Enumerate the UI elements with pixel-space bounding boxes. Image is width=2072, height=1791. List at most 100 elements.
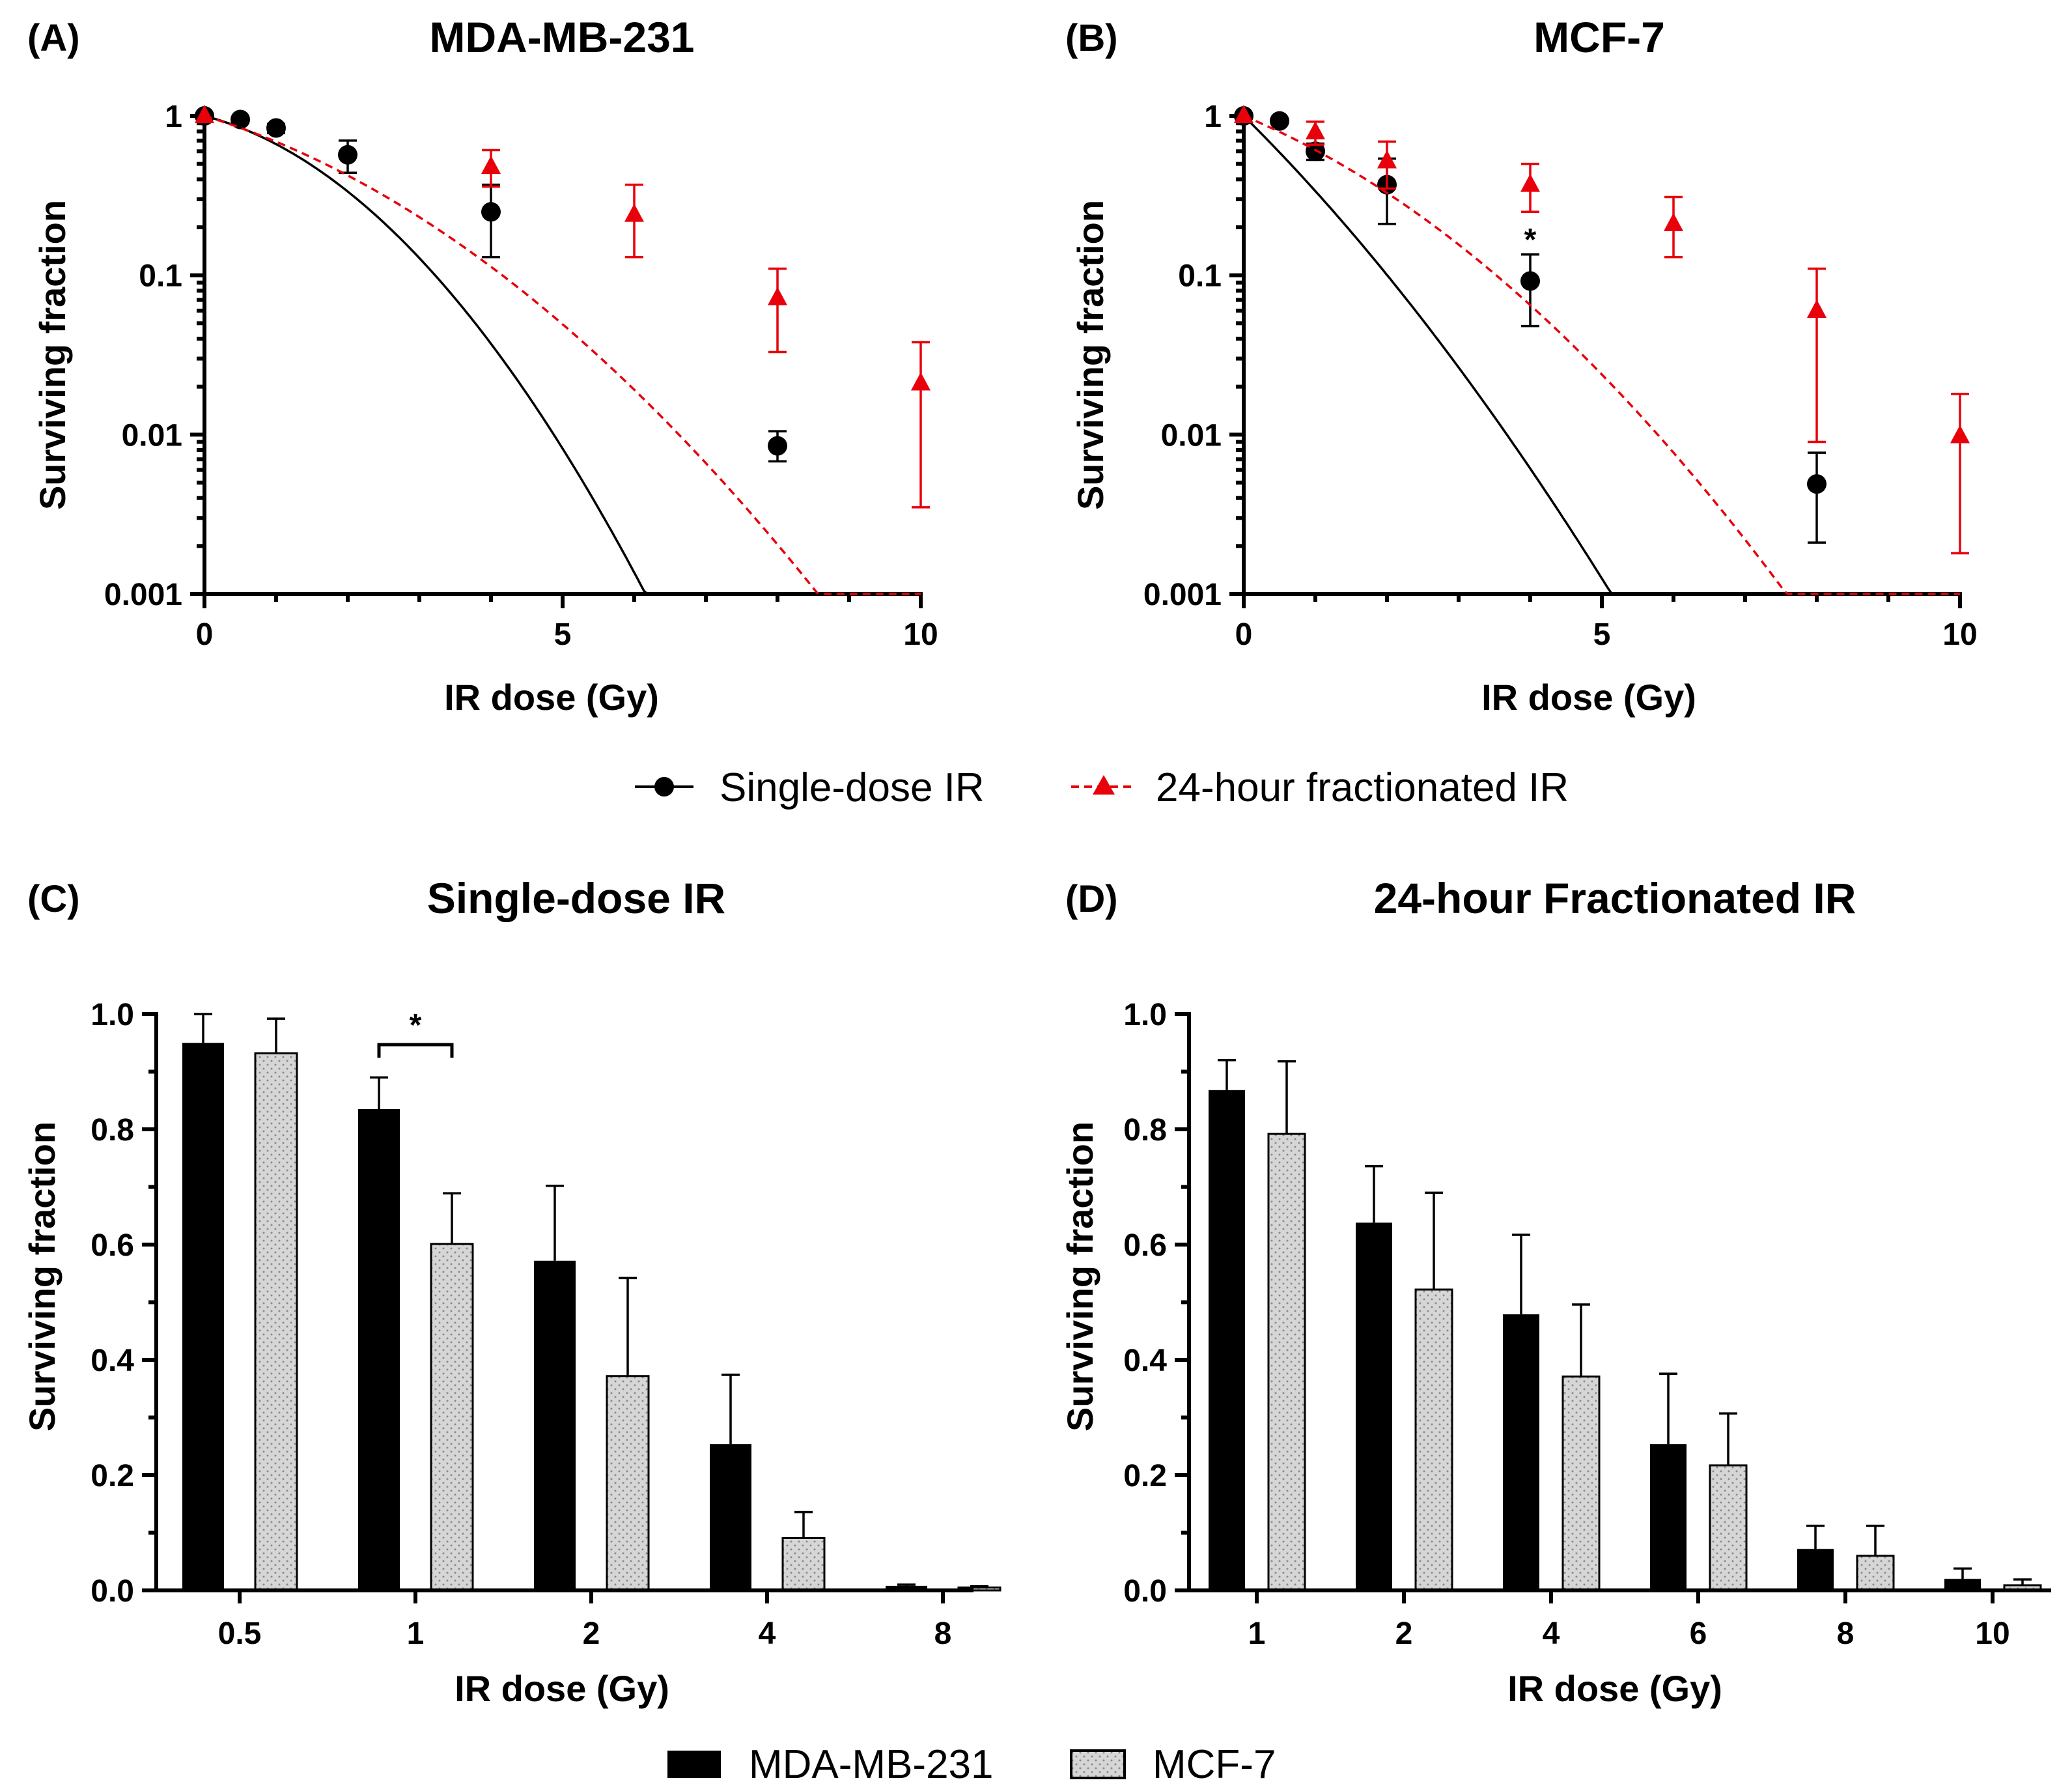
panel-d-title: 24-hour Fractionated IR	[1374, 874, 1856, 922]
panel-d-label: (D)	[1065, 878, 1118, 920]
panel-c-xlabel: IR dose (Gy)	[455, 1668, 669, 1709]
panel-d-y-tick-label: 0.8	[1123, 1113, 1167, 1148]
panel-b-y-tick-label: 1	[1204, 100, 1222, 134]
panel-b-title: MCF-7	[1533, 13, 1665, 61]
panel-b-fractionated-point	[1807, 299, 1827, 318]
legend-top: Single-dose IR 24-hour fractionated IR	[635, 765, 1569, 810]
panel-d-x-tick-label: 6	[1690, 1616, 1707, 1651]
panel-b-fractionated-point	[1306, 121, 1325, 140]
panel-c: (C) Single-dose IR Surviving fraction IR…	[21, 874, 1001, 1709]
legend-single-label: Single-dose IR	[720, 765, 985, 810]
panel-b-single-point	[1807, 474, 1827, 494]
panel-b-y-tick-label: 0.001	[1143, 578, 1222, 612]
panel-a-fractionated-point	[768, 287, 787, 305]
panel-d-mda-mb-231-bar	[1797, 1549, 1834, 1590]
panel-c-y-tick-label: 0.2	[91, 1459, 134, 1493]
panel-a-ylabel: Surviving fraction	[32, 200, 73, 510]
panel-a-single-point	[338, 145, 357, 165]
panel-b-single-point	[1270, 111, 1289, 131]
panel-a-y-tick-label: 0.01	[122, 418, 182, 453]
panel-b-fractionated-point	[1950, 425, 1970, 444]
legend-mcf-swatch	[1070, 1749, 1126, 1779]
panel-c-x-tick-label: 2	[583, 1616, 600, 1651]
panel-a-label: (A)	[27, 17, 80, 59]
panel-d-mda-mb-231-bar	[1503, 1314, 1539, 1590]
panel-c-mcf-7-bar	[430, 1243, 474, 1592]
legend-mcf: MCF-7	[1070, 1742, 1276, 1787]
panel-a-x-tick-label: 0	[196, 617, 214, 652]
panel-b-y-tick-label: 0.1	[1178, 259, 1222, 294]
panel-c-y-tick-label: 0.0	[91, 1574, 134, 1609]
legend-bottom: MDA-MB-231 MCF-7	[667, 1742, 1276, 1787]
panel-c-title: Single-dose IR	[427, 874, 725, 922]
panel-d-y-tick-label: 0.2	[1123, 1459, 1167, 1493]
panel-a-y-tick-label: 1	[165, 100, 182, 134]
panel-d-y-tick-label: 0.6	[1123, 1228, 1167, 1263]
panel-c-plot-area: 0.5 1 2 4 8 0.0 0.2 0.4 0.6 0.8 1.0 *	[91, 998, 1001, 1651]
panel-d-x-tick-label: 10	[1975, 1616, 2009, 1651]
panel-a-fractionated-point	[195, 105, 214, 123]
legend-mda-label: MDA-MB-231	[749, 1742, 994, 1787]
panel-a-single-point	[231, 109, 250, 130]
panel-c-x-tick-label: 1	[407, 1616, 425, 1651]
legend-single-dose: Single-dose IR	[635, 765, 985, 810]
panel-a-fractionated-point	[911, 372, 931, 391]
panel-a-y-tick-label: 0.1	[139, 259, 182, 294]
panel-b-fractionated-fit-curve	[1243, 115, 1960, 595]
panel-d-x-tick-label: 4	[1543, 1616, 1560, 1651]
panel-d-mcf-7-bar	[1267, 1133, 1306, 1592]
panel-c-y-tick-label: 0.6	[91, 1228, 134, 1263]
panel-a-y-tick-label: 0.001	[104, 578, 182, 612]
panel-c-mda-mb-231-bar	[710, 1444, 751, 1590]
panel-a-single-point	[481, 202, 501, 222]
panel-b-x-tick-label: 0	[1235, 617, 1253, 652]
panel-c-mda-mb-231-bar	[182, 1043, 224, 1590]
panel-c-significance-star: *	[410, 1008, 422, 1043]
panel-c-mcf-7-bar	[781, 1536, 826, 1592]
panel-d-y-tick-label: 1.0	[1123, 998, 1167, 1032]
panel-d-mda-mb-231-bar	[1650, 1444, 1687, 1590]
panel-b-x-tick-label: 10	[1942, 617, 1977, 652]
panel-a-xlabel: IR dose (Gy)	[444, 677, 659, 718]
panel-b-fractionated-point	[1377, 150, 1397, 169]
panel-c-significance-bracket	[377, 1043, 454, 1058]
panel-b-single-fit-curve	[1242, 115, 1939, 595]
panel-c-mcf-7-bar	[606, 1375, 650, 1592]
legend-fractionated-label: 24-hour fractionated IR	[1156, 765, 1569, 810]
panel-d-mda-mb-231-bar	[1209, 1090, 1245, 1590]
panel-b-label: (B)	[1065, 17, 1118, 59]
panel-a-single-fit-curve	[204, 115, 914, 595]
panel-d-ylabel: Surviving fraction	[1059, 1121, 1100, 1431]
panel-c-mda-mb-231-bar	[886, 1585, 927, 1590]
panel-c-mda-mb-231-bar	[358, 1109, 400, 1590]
panel-d-x-tick-label: 2	[1395, 1616, 1413, 1651]
panel-a-single-point	[768, 436, 787, 456]
legend-mcf-label: MCF-7	[1153, 1742, 1276, 1787]
panel-a-title: MDA-MB-231	[429, 13, 694, 61]
panel-c-y-tick-label: 0.4	[91, 1344, 134, 1378]
panel-b-fractionated-point	[1234, 105, 1253, 123]
panel-c-y-tick-label: 0.8	[91, 1113, 134, 1148]
legend-triangle-marker	[1093, 775, 1115, 795]
panel-d-x-tick-label: 8	[1837, 1616, 1855, 1651]
panel-c-ylabel: Surviving fraction	[21, 1121, 63, 1431]
legend-circle-marker	[654, 777, 674, 797]
panel-a-x-tick-label: 10	[903, 617, 938, 652]
panel-c-mcf-7-bar	[254, 1052, 298, 1592]
panel-c-y-tick-label: 1.0	[91, 998, 134, 1032]
panel-c-x-tick-label: 4	[759, 1616, 776, 1651]
panel-d-mda-mb-231-bar	[1356, 1222, 1392, 1590]
legend-fractionated: 24-hour fractionated IR	[1071, 765, 1569, 810]
panel-c-x-tick-label: 8	[934, 1616, 952, 1651]
panel-b-x-tick-label: 5	[1593, 617, 1611, 652]
panel-b-single-point	[1520, 271, 1540, 291]
panel-d: (D) 24-hour Fractionated IR Surviving fr…	[1059, 874, 2051, 1709]
panel-b: (B) MCF-7 Surviving fraction IR dose (Gy…	[1065, 13, 1978, 718]
panel-c-x-tick-label: 0.5	[218, 1616, 262, 1651]
panel-a-fractionated-point	[624, 203, 644, 222]
panel-b-fractionated-point	[1520, 173, 1540, 192]
panel-b-xlabel: IR dose (Gy)	[1481, 677, 1696, 718]
panel-d-mcf-7-bar	[1856, 1555, 1895, 1592]
